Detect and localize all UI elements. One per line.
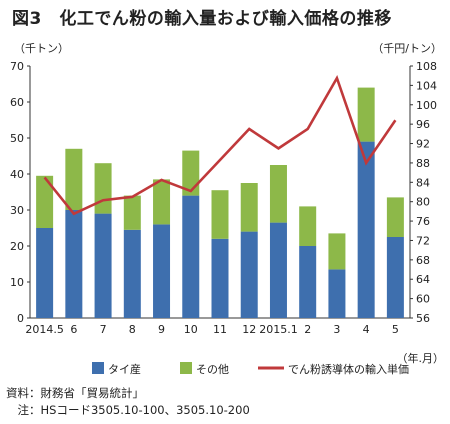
bar-thai xyxy=(328,269,346,318)
right-tick-label: 76 xyxy=(416,215,430,228)
bar-other xyxy=(211,190,229,239)
x-tick-label: 4 xyxy=(363,323,370,336)
right-tick-label: 96 xyxy=(416,118,430,131)
legend-label-other: その他 xyxy=(196,363,229,376)
x-tick-label: 9 xyxy=(158,323,165,336)
x-tick-label: 6 xyxy=(70,323,77,336)
hs-code-note: 注：HSコード3505.10-100、3505.10-200 xyxy=(6,403,250,417)
bar-thai xyxy=(94,213,112,318)
bar-thai xyxy=(240,231,258,318)
right-tick-label: 100 xyxy=(416,99,437,112)
bar-thai xyxy=(386,237,404,318)
right-tick-label: 88 xyxy=(416,157,430,170)
right-tick-label: 92 xyxy=(416,138,430,151)
bar-thai xyxy=(357,141,375,318)
right-tick-label: 104 xyxy=(416,79,437,92)
left-axis-unit: （千トン） xyxy=(14,42,69,55)
bar-other xyxy=(269,165,287,223)
right-tick-label: 60 xyxy=(416,293,430,306)
unit-price-line xyxy=(43,74,397,216)
x-tick-label: 10 xyxy=(184,323,198,336)
bar-other xyxy=(357,87,375,142)
right-tick-label: 68 xyxy=(416,254,430,267)
right-tick-label: 84 xyxy=(416,176,430,189)
bar-other xyxy=(94,163,112,214)
x-tick-label: 2015.1 xyxy=(259,323,298,336)
bar-other xyxy=(36,175,54,228)
left-tick-label: 0 xyxy=(17,312,24,325)
right-tick-label: 56 xyxy=(416,312,430,325)
bar-thai xyxy=(211,238,229,318)
bar-thai xyxy=(123,229,141,318)
bar-thai xyxy=(182,195,200,318)
left-tick-label: 50 xyxy=(10,132,24,145)
x-tick-label: 2014.5 xyxy=(25,323,64,336)
x-tick-label: 11 xyxy=(213,323,227,336)
x-tick-label: 2 xyxy=(304,323,311,336)
bar-other xyxy=(386,197,404,237)
right-tick-label: 72 xyxy=(416,234,430,247)
left-tick-label: 30 xyxy=(10,204,24,217)
x-tick-label: 12 xyxy=(242,323,256,336)
bar-other xyxy=(299,206,317,246)
bar-thai xyxy=(153,224,171,318)
bar-other xyxy=(240,183,258,232)
right-axis-unit: （千円/トン） xyxy=(372,42,442,55)
x-tick-label: 8 xyxy=(129,323,136,336)
bar-thai xyxy=(65,210,83,318)
bar-other xyxy=(123,195,141,230)
bar-thai xyxy=(36,228,54,318)
x-axis-unit: （年.月） xyxy=(396,352,445,365)
left-tick-label: 10 xyxy=(10,276,24,289)
legend-swatch-other xyxy=(180,362,192,374)
right-tick-label: 108 xyxy=(416,60,437,73)
bar-other xyxy=(153,179,171,225)
bar-other xyxy=(328,233,346,270)
chart-title: 図3 化工でん粉の輸入量および輸入価格の推移 xyxy=(12,9,392,29)
x-tick-label: 5 xyxy=(392,323,399,336)
source-note: 資料：財務省「貿易統計」 xyxy=(6,386,144,400)
legend-label-thai: タイ産 xyxy=(108,363,141,376)
legend-swatch-thai xyxy=(92,362,104,374)
right-tick-label: 64 xyxy=(416,273,430,286)
legend-label-price: でん粉誘導体の輸入単価 xyxy=(288,362,409,376)
x-tick-label: 7 xyxy=(100,323,107,336)
left-tick-label: 40 xyxy=(10,168,24,181)
bar-other xyxy=(182,150,200,196)
bar-thai xyxy=(299,246,317,318)
left-tick-label: 70 xyxy=(10,60,24,73)
left-tick-label: 20 xyxy=(10,240,24,253)
bar-thai xyxy=(269,222,287,318)
right-tick-label: 80 xyxy=(416,196,430,209)
left-tick-label: 60 xyxy=(10,96,24,109)
x-tick-label: 3 xyxy=(333,323,340,336)
bar-other xyxy=(65,148,83,210)
notes: 資料：財務省「貿易統計」 注：HSコード3505.10-100、3505.10-… xyxy=(6,385,250,419)
